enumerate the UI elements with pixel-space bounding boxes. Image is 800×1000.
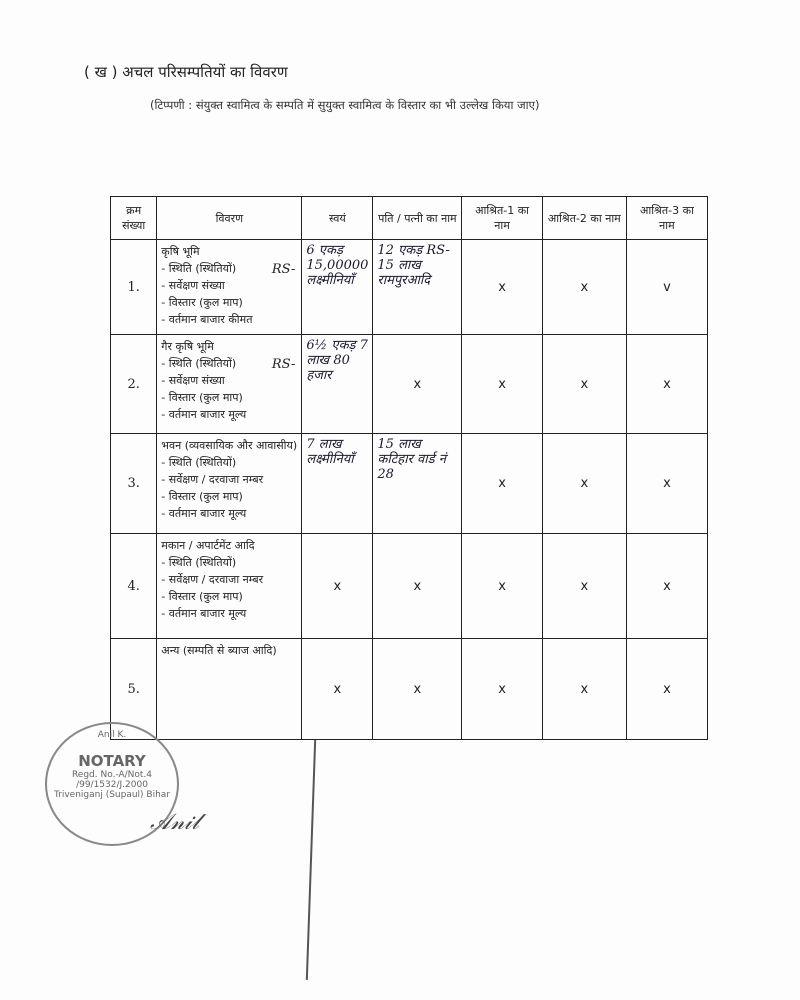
table-row: 3. भवन (व्यवसायिक और आवासीय) - स्थिति (स्थ… bbox=[109, 433, 709, 534]
table-row: 4. मकान / अपार्टमेंट आदि - स्थिति (स्थितिय… bbox=[109, 533, 709, 639]
rs-label: RS- bbox=[271, 262, 296, 277]
description-line: - विस्तार (कुल माप) bbox=[161, 296, 243, 309]
column-header: आश्रित-3 का नाम bbox=[625, 196, 709, 240]
table-row: 1. कृषि भूमि - स्थिति (स्थितियों) - सर्वेक्… bbox=[109, 239, 709, 335]
description-line: कृषि भूमि bbox=[161, 245, 200, 258]
row-number: 2. bbox=[109, 334, 158, 434]
row-number: 3. bbox=[109, 433, 158, 534]
description-line: मकान / अपार्टमेंट आदि bbox=[161, 539, 255, 552]
description-line: - विस्तार (कुल माप) bbox=[161, 391, 243, 404]
cell-self: x bbox=[301, 638, 374, 740]
pen-line bbox=[305, 740, 317, 980]
cell-self: 7 लाख लक्ष्मीनियाँ bbox=[301, 433, 374, 534]
row-number: 4. bbox=[109, 533, 158, 639]
signature: 𝒜𝓃𝒾𝓁 bbox=[150, 810, 199, 835]
table-row: 2. गैर कृषि भूमि - स्थिति (स्थितियों) - सर्… bbox=[109, 334, 709, 434]
description-line: - स्थिति (स्थितियों) bbox=[161, 357, 237, 370]
description-line: - सर्वेक्षण / दरवाजा नम्बर bbox=[161, 473, 264, 486]
cell-spouse: 15 लाख कटिहार वार्ड नं 28 bbox=[372, 433, 463, 534]
column-header: विवरण bbox=[156, 196, 303, 240]
description-line: अन्य (सम्पति से ब्याज आदि) bbox=[161, 644, 277, 657]
description-line: - विस्तार (कुल माप) bbox=[161, 590, 243, 603]
notary-stamp: Anil K. NOTARY Regd. No.-A/Not.4 /99/153… bbox=[45, 722, 179, 846]
cell-d1: x bbox=[461, 533, 543, 639]
table-row: 5. अन्य (सम्पति से ब्याज आदि) x x x x x bbox=[109, 638, 709, 740]
cell-d3: x bbox=[625, 334, 709, 434]
description-line: भवन (व्यवसायिक और आवासीय) bbox=[161, 439, 298, 452]
description-line: - विस्तार (कुल माप) bbox=[161, 490, 243, 503]
cell-d3: v bbox=[625, 239, 709, 335]
cell-self: x bbox=[301, 533, 374, 639]
cell-spouse: x bbox=[372, 334, 463, 434]
cell-d3: x bbox=[625, 533, 709, 639]
description-line: - स्थिति (स्थितियों) bbox=[161, 456, 237, 469]
column-header: आश्रित-2 का नाम bbox=[541, 196, 627, 240]
row-description: कृषि भूमि - स्थिति (स्थितियों) - सर्वेक्षण… bbox=[156, 239, 303, 335]
cell-self: 6½ एकड़ 7 लाख 80 हजार bbox=[301, 334, 374, 434]
column-header: आश्रित-1 का नाम bbox=[461, 196, 543, 240]
column-header: पति / पत्नी का नाम bbox=[372, 196, 463, 240]
description-line: - वर्तमान बाजार मूल्य bbox=[161, 507, 247, 520]
cell-d3: x bbox=[625, 433, 709, 534]
stamp-name: Anil K. bbox=[97, 730, 127, 740]
cell-spouse: x bbox=[372, 533, 463, 639]
cell-d3: x bbox=[625, 638, 709, 740]
description-line: - सर्वेक्षण संख्या bbox=[161, 279, 225, 292]
row-description: गैर कृषि भूमि - स्थिति (स्थितियों) - सर्वे… bbox=[156, 334, 303, 434]
description-line: - वर्तमान बाजार मूल्य bbox=[161, 408, 247, 421]
section-note: (टिप्पणी : संयुक्त स्वामित्व के सम्पति म… bbox=[150, 98, 540, 112]
cell-d2: x bbox=[541, 533, 627, 639]
stamp-reg: Regd. No.-A/Not.4 /99/1532/J.2000 bbox=[71, 770, 153, 790]
column-header: क्रम संख्या bbox=[109, 196, 158, 240]
assets-table: क्रम संख्या विवरण स्वयं पति / पत्नी का नाम आ… bbox=[109, 196, 709, 740]
cell-d1: x bbox=[461, 334, 543, 434]
cell-self: 6 एकड़ 15,00000 लक्ष्मीनियाँ bbox=[301, 239, 374, 335]
cell-d2: x bbox=[541, 239, 627, 335]
cell-d2: x bbox=[541, 638, 627, 740]
cell-d2: x bbox=[541, 334, 627, 434]
description-line: - सर्वेक्षण / दरवाजा नम्बर bbox=[161, 573, 264, 586]
cell-spouse: 12 एकड़ RS-15 लाख रामपुरआदि bbox=[372, 239, 463, 335]
row-description: मकान / अपार्टमेंट आदि - स्थिति (स्थितियों… bbox=[156, 533, 303, 639]
cell-d1: x bbox=[461, 239, 543, 335]
cell-spouse: x bbox=[372, 638, 463, 740]
stamp-title: NOTARY bbox=[78, 752, 146, 770]
row-number: 1. bbox=[109, 239, 158, 335]
cell-d1: x bbox=[461, 638, 543, 740]
description-line: - स्थिति (स्थितियों) bbox=[161, 262, 237, 275]
description-line: - सर्वेक्षण संख्या bbox=[161, 374, 225, 387]
column-header: स्वयं bbox=[301, 196, 374, 240]
row-description: भवन (व्यवसायिक और आवासीय) - स्थिति (स्थित… bbox=[156, 433, 303, 534]
description-line: - वर्तमान बाजार मूल्य bbox=[161, 607, 247, 620]
cell-d2: x bbox=[541, 433, 627, 534]
description-line: गैर कृषि भूमि bbox=[161, 340, 214, 353]
row-description: अन्य (सम्पति से ब्याज आदि) bbox=[156, 638, 303, 740]
cell-d1: x bbox=[461, 433, 543, 534]
section-title: ( ख ) अचल परिसम्पतियों का विवरण bbox=[84, 63, 288, 81]
description-line: - स्थिति (स्थितियों) bbox=[161, 556, 237, 569]
description-line: - वर्तमान बाजार कीमत bbox=[161, 313, 253, 326]
stamp-place: Triveniganj (Supaul) Bihar bbox=[53, 790, 171, 800]
rs-label: RS- bbox=[271, 357, 296, 372]
